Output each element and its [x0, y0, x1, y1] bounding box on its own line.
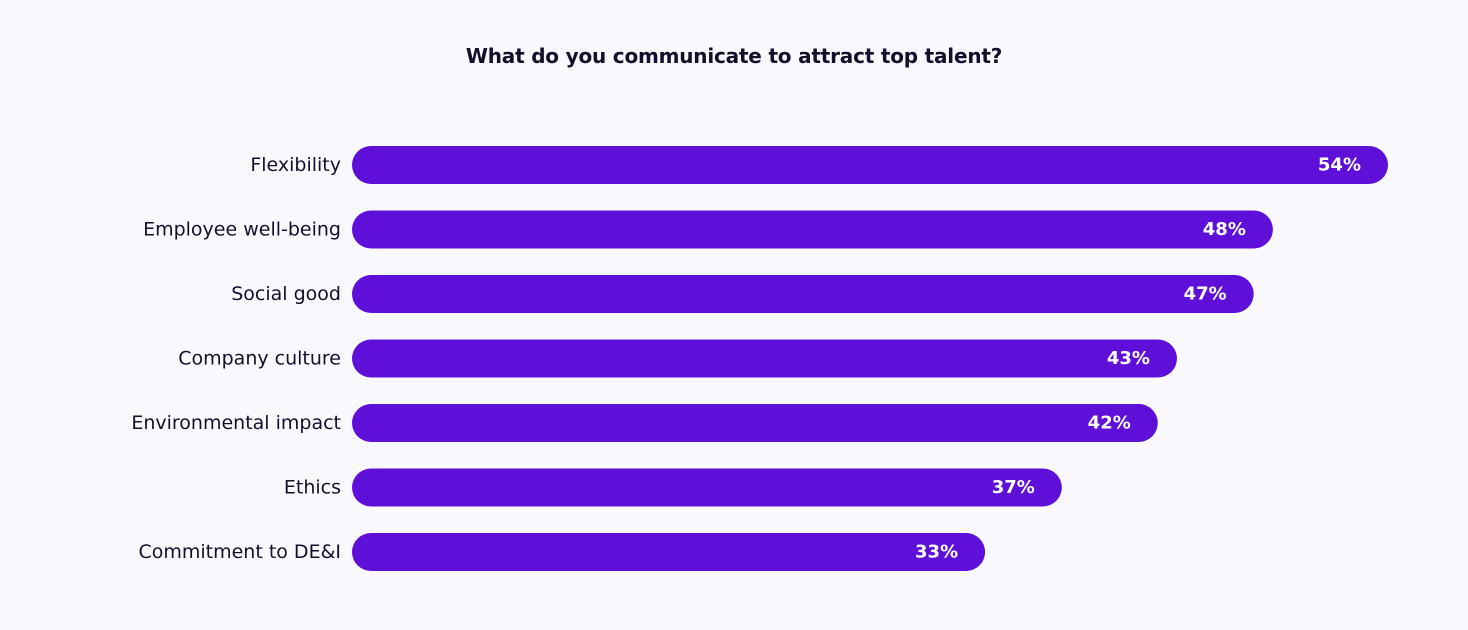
value-label: 54% [1318, 155, 1361, 176]
bar [352, 339, 1177, 378]
category-label: Employee well-being [143, 219, 341, 241]
bar-row: Employee well-being 48% [143, 210, 1273, 249]
category-label: Environmental impact [131, 412, 341, 434]
value-label: 48% [1203, 219, 1246, 240]
category-label: Company culture [178, 348, 341, 370]
value-label: 33% [915, 542, 958, 563]
bar-row: Company culture 43% [178, 339, 1177, 378]
bar [352, 468, 1062, 507]
bar-row: Environmental impact 42% [131, 404, 1158, 442]
bar [352, 533, 986, 571]
bar [352, 275, 1254, 313]
value-label: 42% [1088, 413, 1131, 434]
value-label: 37% [992, 477, 1035, 498]
bar-row: Flexibility 54% [250, 146, 1388, 184]
category-label: Ethics [284, 477, 341, 499]
category-label: Commitment to DE&I [138, 541, 341, 563]
chart-title: What do you communicate to attract top t… [465, 44, 1003, 68]
bar [352, 146, 1388, 184]
category-label: Flexibility [250, 154, 341, 176]
bar [352, 210, 1273, 249]
bar-row: Social good 47% [231, 275, 1254, 313]
value-label: 43% [1107, 348, 1150, 369]
bar-row: Ethics 37% [284, 468, 1062, 507]
bar-row: Commitment to DE&I 33% [138, 533, 986, 571]
value-label: 47% [1184, 284, 1227, 305]
category-label: Social good [231, 283, 341, 305]
bar [352, 404, 1158, 442]
